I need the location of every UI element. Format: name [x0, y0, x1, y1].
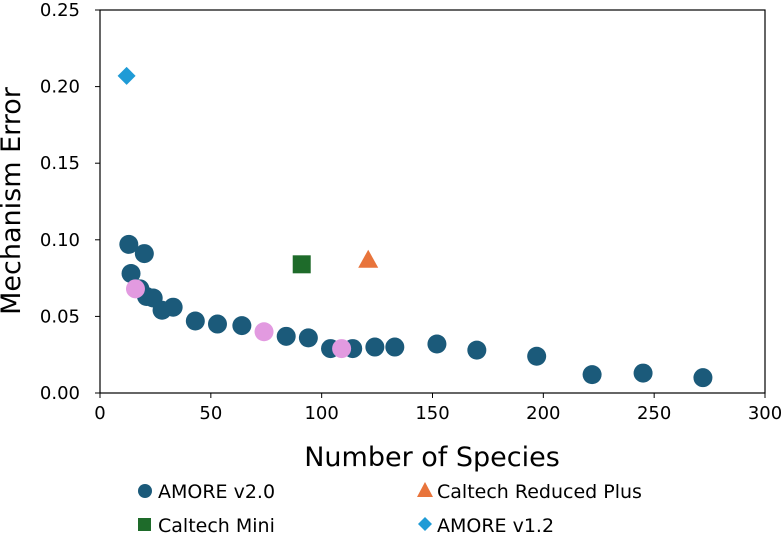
x-tick-label: 200 — [526, 403, 560, 424]
data-point-series-0 — [207, 314, 227, 334]
legend-item-caltech-reduced-plus: Caltech Reduced Plus — [417, 481, 642, 503]
y-tick-label: 0.15 — [40, 153, 80, 174]
data-point-series-2 — [292, 255, 311, 274]
legend-marker-caltech-reduced-plus — [417, 482, 433, 497]
y-tick-label: 0.20 — [40, 77, 80, 98]
legend-label-amore-v1-2: AMORE v1.2 — [437, 515, 554, 534]
x-tick-label: 300 — [748, 403, 782, 424]
legend-marker-amore-v2 — [138, 484, 152, 498]
data-point-series-4 — [332, 339, 352, 359]
data-points — [117, 66, 713, 388]
data-point-series-0 — [185, 311, 205, 331]
legend-label-caltech-reduced-plus: Caltech Reduced Plus — [437, 481, 642, 503]
plot-frame — [99, 9, 766, 394]
y-tick-label: 0.25 — [40, 0, 80, 21]
x-tick-label: 0 — [94, 403, 105, 424]
data-point-series-0 — [276, 326, 296, 346]
x-tick-label: 100 — [304, 403, 338, 424]
data-point-series-0 — [163, 297, 183, 317]
legend-marker-caltech-mini — [138, 518, 151, 531]
data-point-series-0 — [693, 368, 713, 388]
data-point-series-4 — [125, 279, 145, 299]
data-point-series-4 — [254, 322, 274, 342]
y-axis-title: Mechanism Error — [0, 86, 27, 315]
legend: AMORE v2.0 Caltech Reduced Plus Caltech … — [138, 481, 642, 534]
legend-item-amore-v1-2: AMORE v1.2 — [418, 515, 554, 534]
legend-item-amore-v2: AMORE v2.0 — [138, 481, 275, 503]
x-tick-label: 250 — [637, 403, 671, 424]
data-point-series-0 — [427, 334, 447, 354]
data-point-series-0 — [467, 340, 487, 360]
data-point-series-0 — [232, 316, 252, 336]
data-point-series-0 — [582, 365, 602, 385]
data-point-series-0 — [365, 337, 385, 357]
data-point-series-0 — [134, 244, 154, 264]
data-point-series-0 — [527, 346, 547, 366]
data-point-series-0 — [298, 328, 318, 348]
data-point-series-0 — [119, 234, 139, 254]
data-point-series-0 — [121, 264, 141, 284]
legend-item-caltech-mini: Caltech Mini — [138, 515, 275, 534]
data-point-series-1 — [358, 249, 379, 268]
data-point-series-3 — [117, 66, 136, 85]
x-axis-ticks: 0 50 100 150 200 250 300 — [94, 393, 782, 424]
data-point-series-0 — [385, 337, 405, 357]
x-tick-label: 50 — [199, 403, 222, 424]
y-tick-label: 0.00 — [40, 383, 80, 404]
legend-label-caltech-mini: Caltech Mini — [158, 515, 275, 534]
x-tick-label: 150 — [415, 403, 449, 424]
y-tick-label: 0.10 — [40, 230, 80, 251]
y-tick-label: 0.05 — [40, 306, 80, 327]
x-axis-title: Number of Species — [304, 442, 560, 473]
legend-marker-amore-v1-2 — [418, 517, 432, 531]
data-point-series-0 — [633, 363, 653, 383]
legend-label-amore-v2: AMORE v2.0 — [158, 481, 275, 503]
y-axis-ticks: 0.00 0.05 0.10 0.15 0.20 0.25 — [40, 0, 100, 404]
